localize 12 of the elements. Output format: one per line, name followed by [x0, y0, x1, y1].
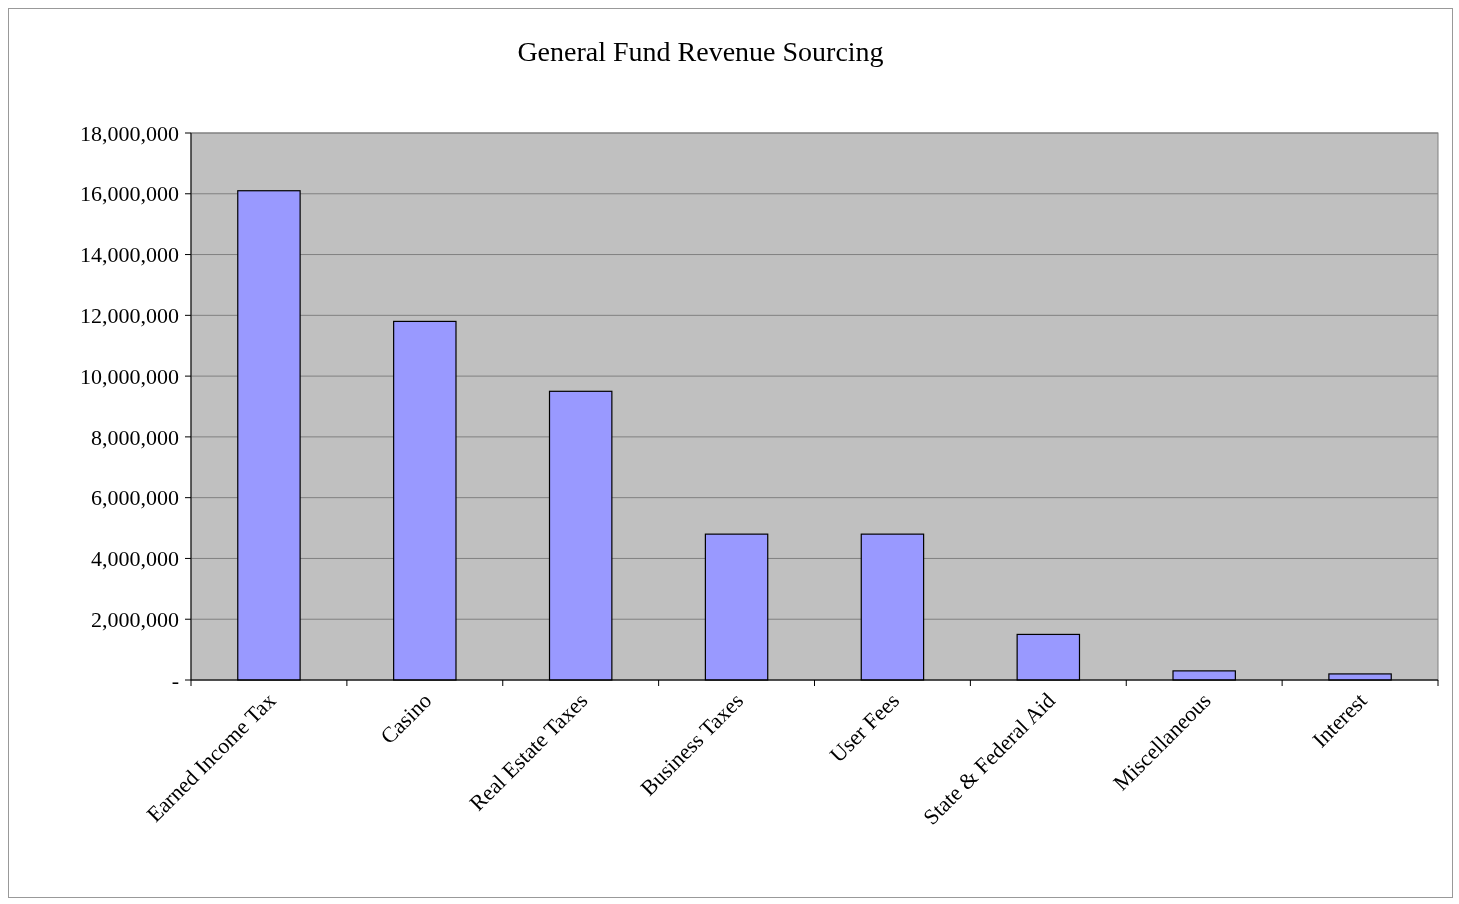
y-tick-label: 2,000,000 — [91, 606, 179, 632]
y-tick-label: 10,000,000 — [80, 363, 179, 389]
y-tick-label: 18,000,000 — [80, 120, 179, 146]
y-tick-label: - — [171, 667, 179, 693]
y-tick-label: 12,000,000 — [80, 303, 179, 329]
y-tick-label: 14,000,000 — [80, 242, 179, 268]
y-tick-label: 6,000,000 — [91, 485, 179, 511]
y-tick-label: 8,000,000 — [91, 424, 179, 450]
chart-title: General Fund Revenue Sourcing — [517, 36, 884, 67]
x-tick-label: User Fees — [824, 687, 904, 768]
y-tick-label: 16,000,000 — [80, 181, 179, 207]
y-tick-label: 4,000,000 — [91, 546, 179, 572]
